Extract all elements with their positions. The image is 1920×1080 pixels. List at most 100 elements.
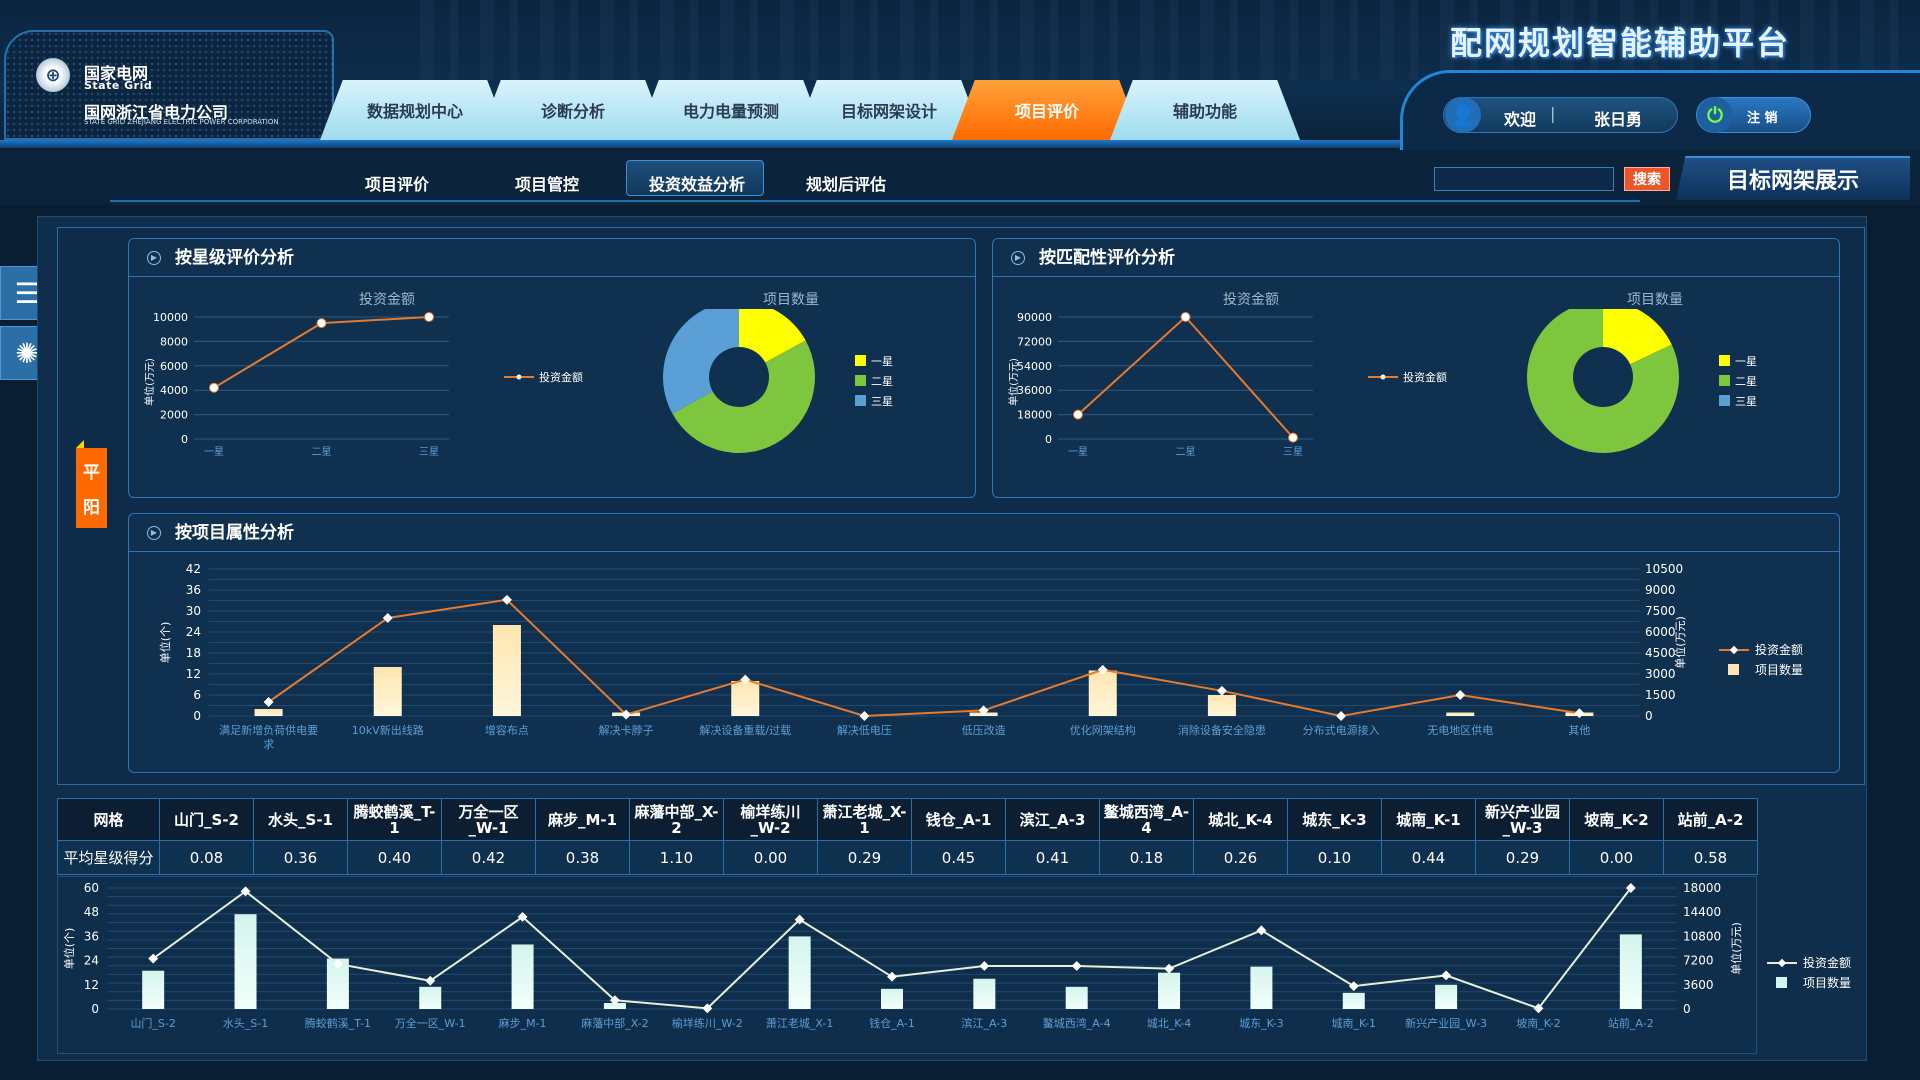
tab-assist[interactable]: 辅助功能 — [1110, 80, 1300, 140]
bar — [492, 625, 521, 716]
table-column-header: 城北_K-4 — [1193, 798, 1288, 841]
legend-label: 二星 — [1735, 375, 1757, 388]
table-cell: 1.10 — [629, 840, 724, 875]
sub-nav-underline — [110, 200, 1640, 202]
y-tick-label: 54000 — [1017, 360, 1052, 373]
logout-label[interactable]: 注 销 — [1747, 111, 1778, 126]
x-tick-label: 优化网架结构 — [1070, 723, 1136, 737]
data-point — [1071, 961, 1082, 971]
legend-swatch — [1776, 977, 1787, 988]
legend-marker — [516, 374, 522, 380]
table-column-header: 城东_K-3 — [1287, 798, 1382, 841]
tab-diagnosis[interactable]: 诊断分析 — [478, 80, 668, 140]
table-column-header: 钱仓_A-1 — [911, 798, 1006, 841]
y-tick-label: 10000 — [153, 311, 188, 324]
data-point — [332, 959, 343, 969]
y-tick-label: 0 — [1045, 433, 1052, 446]
main-nav: 数据规划中心 诊断分析 电力电量预测 目标网架设计 项目评价 辅助功能 — [320, 80, 1330, 140]
region-tag[interactable]: 平 阳 — [76, 440, 107, 528]
x-tick-label: 二星 — [312, 446, 332, 458]
x-tick-label: 三星 — [419, 446, 439, 458]
data-point — [702, 1003, 713, 1014]
y-tick-label: 36 — [186, 583, 201, 597]
x-tick-label: 满足新增负荷供电要 — [219, 723, 318, 737]
x-tick-label: 三星 — [1283, 446, 1303, 458]
bar — [373, 667, 402, 716]
x-tick-label: 钱仓_A-1 — [869, 1016, 915, 1030]
table-column-header: 城南_K-1 — [1381, 798, 1476, 841]
welcome-separator: | — [1550, 104, 1556, 123]
panel-star-evaluation: ▶ 按星级评价分析 投资金额 项目数量 0 2000 4000 6000 8000 100… — [128, 238, 976, 498]
legend-label: 一星 — [871, 355, 893, 368]
match-count-title: 项目数量 — [1627, 292, 1683, 308]
data-point — [794, 914, 805, 925]
panel-match-title: ▶ 按匹配性评价分析 — [993, 239, 1839, 277]
bar — [326, 958, 349, 1009]
play-circle-icon: ▶ — [147, 526, 161, 540]
x-tick-label: 山门_S-2 — [130, 1016, 175, 1030]
legend-swatch — [1719, 375, 1730, 386]
panel-match-title-text: 按匹配性评价分析 — [1039, 248, 1175, 268]
star-count-title: 项目数量 — [763, 292, 819, 308]
subtab-investment-benefit[interactable]: 投资效益分析 — [649, 175, 746, 194]
x-tick-label: 一星 — [1068, 446, 1088, 458]
skyline-background — [420, 0, 1920, 80]
search-input[interactable] — [1434, 167, 1614, 191]
region-tag-line1: 平 — [83, 463, 100, 483]
pie-slice — [739, 309, 806, 363]
y-tick-label: 0 — [91, 1002, 99, 1016]
y-tick-label: 24 — [186, 625, 201, 639]
y-tick-label: 60 — [84, 881, 99, 895]
tab-forecast[interactable]: 电力电量预测 — [636, 80, 826, 140]
legend-label: 项目数量 — [1803, 975, 1851, 990]
y-axis-label: 单位(个) — [62, 928, 76, 970]
legend-swatch — [855, 375, 866, 386]
y-tick-label: 90000 — [1017, 311, 1052, 324]
y-tick-label: 48 — [84, 905, 99, 919]
data-point — [978, 705, 989, 716]
y-tick-label: 8000 — [160, 335, 188, 348]
target-grid-display-button[interactable]: 目标网架展示 — [1676, 156, 1910, 200]
legend-label: 三星 — [1735, 395, 1757, 408]
pie-slice — [663, 309, 739, 414]
panel-attr-title-text: 按项目属性分析 — [175, 523, 294, 543]
table-row: 平均星级得分 0.08 0.36 0.40 0.42 0.38 1.10 0.00 0.29 0… — [57, 840, 1758, 875]
data-point — [740, 674, 751, 685]
y-tick-label: 42 — [186, 562, 201, 576]
table-cell: 0.18 — [1099, 840, 1194, 875]
table-cell: 0.00 — [723, 840, 818, 875]
power-icon[interactable]: ⏻ — [1697, 97, 1733, 133]
tab-project-evaluation[interactable]: 项目评价 — [952, 80, 1142, 140]
table-column-header: 榆垟练川_W-2 — [723, 798, 818, 841]
panel-star-title-text: 按星级评价分析 — [175, 248, 294, 268]
tab-data-center[interactable]: 数据规划中心 — [320, 80, 510, 140]
data-point — [1348, 981, 1359, 992]
table-header-label: 网格 — [57, 798, 160, 841]
search-button[interactable]: 搜索 — [1624, 167, 1670, 191]
table-column-header: 站前_A-2 — [1663, 798, 1758, 841]
table-cell: 0.42 — [441, 840, 536, 875]
table-row-label: 平均星级得分 — [57, 840, 160, 875]
data-point — [1073, 409, 1083, 420]
table-cell: 0.29 — [817, 840, 912, 875]
grid-combo-chart: 0 12 24 36 48 60 0 3600 7200 10800 14400 18000 单位(个)… — [62, 881, 1851, 1030]
tab-target-grid[interactable]: 目标网架设计 — [794, 80, 984, 140]
welcome-text: 欢迎 — [1504, 110, 1537, 129]
y-tick-label: 18 — [186, 646, 201, 660]
x-tick-label: 滨江_A-3 — [961, 1016, 1007, 1030]
subtab-project-evaluation[interactable]: 项目评价 — [365, 175, 430, 194]
subtab-post-evaluation[interactable]: 规划后评估 — [806, 175, 887, 194]
legend-swatch — [855, 355, 866, 366]
data-point — [425, 975, 436, 986]
x-tick-label: 求 — [263, 738, 274, 751]
subtab-project-control[interactable]: 项目管控 — [515, 175, 580, 194]
table-column-header: 山门_S-2 — [159, 798, 254, 841]
table-column-header: 水头_S-1 — [253, 798, 348, 841]
x-tick-label: 坡南_K-2 — [1516, 1017, 1561, 1030]
data-point — [1216, 685, 1227, 696]
panel-attribute-analysis: ▶ 按项目属性分析 0 6 12 18 24 30 36 42 0 1500 3000 4500 600… — [128, 513, 1840, 773]
bar — [1446, 712, 1475, 716]
brand-en-line2: STATE GRID ZHEJIANG ELECTRIC POWER CORPO… — [84, 118, 279, 126]
panel-star-title: ▶ 按星级评价分析 — [129, 239, 975, 277]
table-cell: 0.10 — [1287, 840, 1382, 875]
